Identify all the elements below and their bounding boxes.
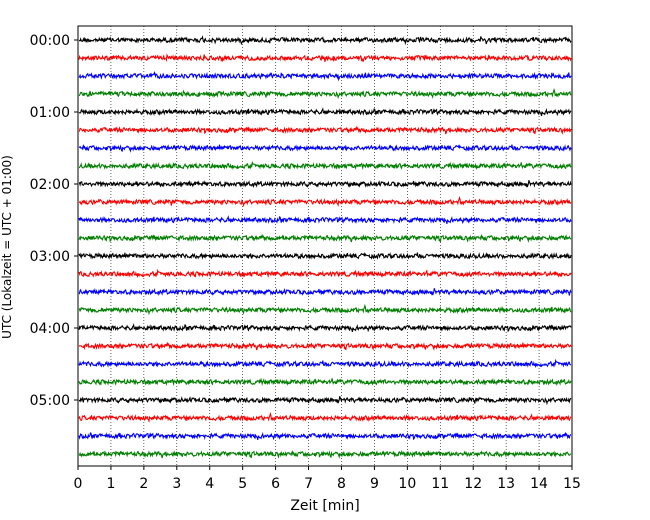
y-tick-label: 00:00 [30,33,70,49]
x-tick-label: 5 [238,476,247,492]
grid-lines [110,26,540,466]
trace-0000 [78,35,572,46]
trace-0145 [78,160,572,171]
trace-0330 [78,287,572,296]
x-tick-label: 6 [271,476,280,492]
trace-0230 [78,215,572,225]
y-tick-label: 05:00 [30,393,70,409]
trace-0500 [78,396,572,406]
x-axis-ticks: 0 1 2 3 4 5 6 7 8 9 10 11 12 13 14 15 [74,466,581,492]
trace-0315 [78,268,572,279]
x-tick-label: 7 [304,476,313,492]
trace-0415 [78,341,572,351]
trace-group [78,35,572,459]
x-tick-label: 0 [74,476,83,492]
x-tick-label: 2 [139,476,148,492]
y-tick-label: 03:00 [30,249,70,265]
x-tick-label: 12 [464,476,482,492]
x-axis-label: Zeit [min] [290,498,359,514]
trace-0030 [78,70,572,82]
trace-0130 [78,144,572,153]
trace-0445 [78,377,572,387]
trace-0200 [78,179,572,188]
x-tick-label: 11 [431,476,449,492]
trace-0100 [78,107,572,117]
x-tick-label: 1 [106,476,115,492]
y-axis-label: UTC (Lokalzeit = UTC + 01:00) [0,155,14,339]
trace-0345 [78,303,572,316]
y-tick-label: 04:00 [30,321,70,337]
x-tick-label: 9 [370,476,379,492]
trace-0215 [78,195,572,208]
y-tick-label: 02:00 [30,177,70,193]
x-tick-label: 10 [398,476,416,492]
trace-0545 [78,450,572,459]
x-tick-label: 13 [497,476,515,492]
x-tick-label: 14 [530,476,548,492]
trace-0015 [78,53,572,63]
trace-0430 [78,358,572,369]
trace-0300 [78,252,572,260]
x-tick-label: 8 [337,476,346,492]
trace-0530 [78,431,572,441]
trace-0515 [78,411,572,423]
trace-0045 [78,87,572,100]
x-tick-label: 15 [563,476,581,492]
y-axis-ticks: 00:00 01:00 02:00 03:00 04:00 05:00 [30,33,78,409]
trace-0400 [78,323,572,333]
x-tick-label: 3 [172,476,181,492]
x-tick-label: 4 [205,476,214,492]
trace-0245 [78,233,572,243]
trace-0115 [78,125,572,135]
y-tick-label: 01:00 [30,105,70,121]
plot-frame [77,25,573,467]
